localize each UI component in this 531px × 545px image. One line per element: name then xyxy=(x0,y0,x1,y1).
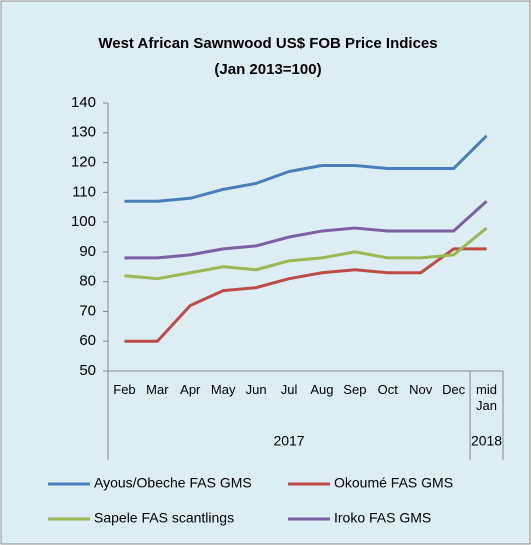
chart-title: West African Sawnwood US$ FOB Price Indi… xyxy=(98,35,437,52)
legend-label: Iroko FAS GMS xyxy=(334,510,431,526)
x-tick-label: Sep xyxy=(343,382,367,397)
x-tick-label: Feb xyxy=(113,382,136,397)
x-tick-label: Oct xyxy=(377,382,398,397)
chart-subtitle: (Jan 2013=100) xyxy=(214,61,321,78)
y-tick-label: 130 xyxy=(71,124,96,141)
legend-label: Sapele FAS scantlings xyxy=(94,510,234,526)
y-tick-label: 100 xyxy=(71,213,96,230)
group-label: 2017 xyxy=(273,433,304,449)
x-tick-label: Jun xyxy=(245,382,267,397)
y-tick-label: 70 xyxy=(79,302,96,319)
series-line xyxy=(124,226,488,281)
series-line xyxy=(124,200,488,260)
y-tick-label: 90 xyxy=(79,243,96,260)
x-tick-label: Aug xyxy=(310,382,334,397)
y-tick-label: 80 xyxy=(79,273,96,290)
x-tick-label: mid Jan xyxy=(476,382,498,413)
y-tick-label: 50 xyxy=(79,362,96,379)
x-tick-label: Mar xyxy=(146,382,169,397)
x-tick-label: Dec xyxy=(442,382,466,397)
x-tick-label: Nov xyxy=(409,382,433,397)
x-tick-label: Apr xyxy=(180,382,201,397)
y-tick-label: 140 xyxy=(71,94,96,111)
y-tick-label: 110 xyxy=(72,183,96,200)
y-tick-label: 120 xyxy=(71,154,96,171)
series-line xyxy=(124,134,488,203)
x-tick-label: May xyxy=(210,382,236,397)
legend-label: Okoumé FAS GMS xyxy=(334,475,453,491)
group-label: 2018 xyxy=(471,433,502,449)
x-tick-label: Jul xyxy=(280,382,298,397)
legend-label: Ayous/Obeche FAS GMS xyxy=(94,475,252,491)
series-line xyxy=(124,247,487,343)
y-tick-label: 60 xyxy=(79,332,96,349)
